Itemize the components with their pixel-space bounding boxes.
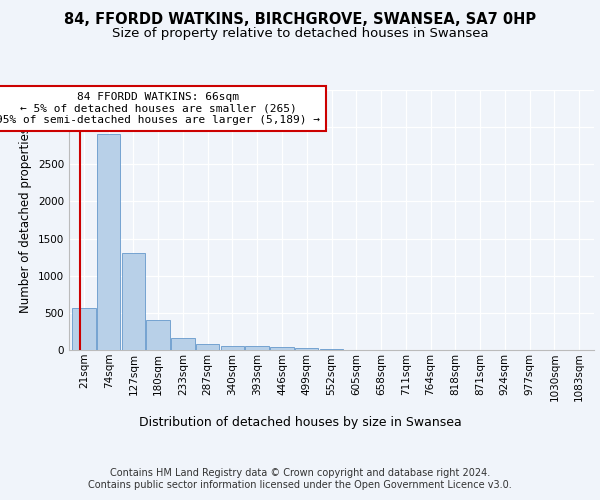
Bar xyxy=(221,346,244,350)
Text: Contains HM Land Registry data © Crown copyright and database right 2024.: Contains HM Land Registry data © Crown c… xyxy=(110,468,490,477)
Bar xyxy=(97,134,121,350)
Bar xyxy=(245,346,269,350)
Text: 84 FFORDD WATKINS: 66sqm
← 5% of detached houses are smaller (265)
95% of semi-d: 84 FFORDD WATKINS: 66sqm ← 5% of detache… xyxy=(0,92,320,125)
Bar xyxy=(171,338,194,350)
Bar xyxy=(196,344,220,350)
Text: Distribution of detached houses by size in Swansea: Distribution of detached houses by size … xyxy=(139,416,461,429)
Bar xyxy=(270,346,294,350)
Bar xyxy=(146,320,170,350)
Bar xyxy=(122,252,145,350)
Text: 84, FFORDD WATKINS, BIRCHGROVE, SWANSEA, SA7 0HP: 84, FFORDD WATKINS, BIRCHGROVE, SWANSEA,… xyxy=(64,12,536,28)
Bar xyxy=(72,308,95,350)
Text: Size of property relative to detached houses in Swansea: Size of property relative to detached ho… xyxy=(112,28,488,40)
Text: Contains public sector information licensed under the Open Government Licence v3: Contains public sector information licen… xyxy=(88,480,512,490)
Bar xyxy=(320,349,343,350)
Y-axis label: Number of detached properties: Number of detached properties xyxy=(19,127,32,313)
Bar xyxy=(295,348,319,350)
